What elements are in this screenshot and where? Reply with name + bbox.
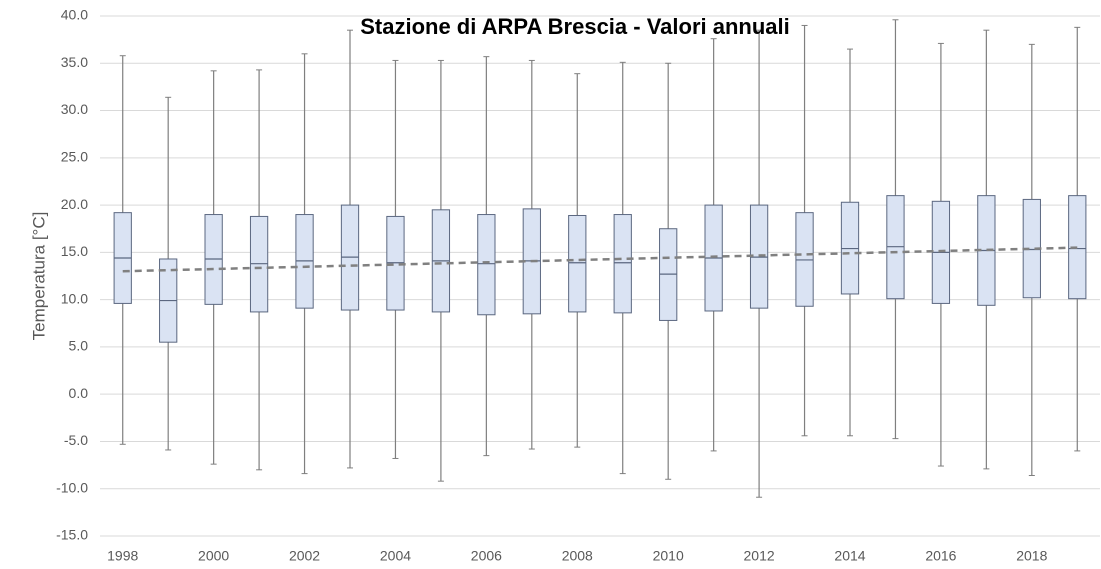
x-tick-label: 2002 [289, 548, 320, 564]
chart-title: Stazione di ARPA Brescia - Valori annual… [360, 14, 790, 39]
y-tick-label: 40.0 [61, 7, 88, 23]
y-tick-label: 20.0 [61, 196, 88, 212]
y-tick-label: 10.0 [61, 290, 88, 306]
box [613, 214, 632, 314]
box [477, 214, 496, 316]
y-tick-label: 25.0 [61, 149, 88, 165]
x-tick-label: 2004 [380, 548, 411, 564]
y-tick-label: 0.0 [69, 385, 89, 401]
y-axis-label: Temperatura [°C] [29, 212, 48, 341]
x-tick-label: 2006 [471, 548, 502, 564]
y-tick-label: -15.0 [56, 527, 88, 543]
x-tick-label: 2014 [834, 548, 865, 564]
y-tick-label: -10.0 [56, 479, 88, 495]
trend-line [122, 246, 1078, 273]
x-tick-label: 2010 [653, 548, 684, 564]
x-tick-label: 2016 [925, 548, 956, 564]
x-tick-label: 2012 [744, 548, 775, 564]
y-tick-label: 30.0 [61, 101, 88, 117]
x-tick-label: 2000 [198, 548, 229, 564]
y-tick-label: 5.0 [69, 338, 89, 354]
box [568, 214, 587, 313]
x-tick-label: 2008 [562, 548, 593, 564]
box [1068, 195, 1087, 300]
y-tick-label: 35.0 [61, 54, 88, 70]
x-tick-label: 1998 [107, 548, 138, 564]
y-tick-label: 15.0 [61, 243, 88, 259]
y-tick-label: -5.0 [64, 432, 88, 448]
x-tick-label: 2018 [1016, 548, 1047, 564]
